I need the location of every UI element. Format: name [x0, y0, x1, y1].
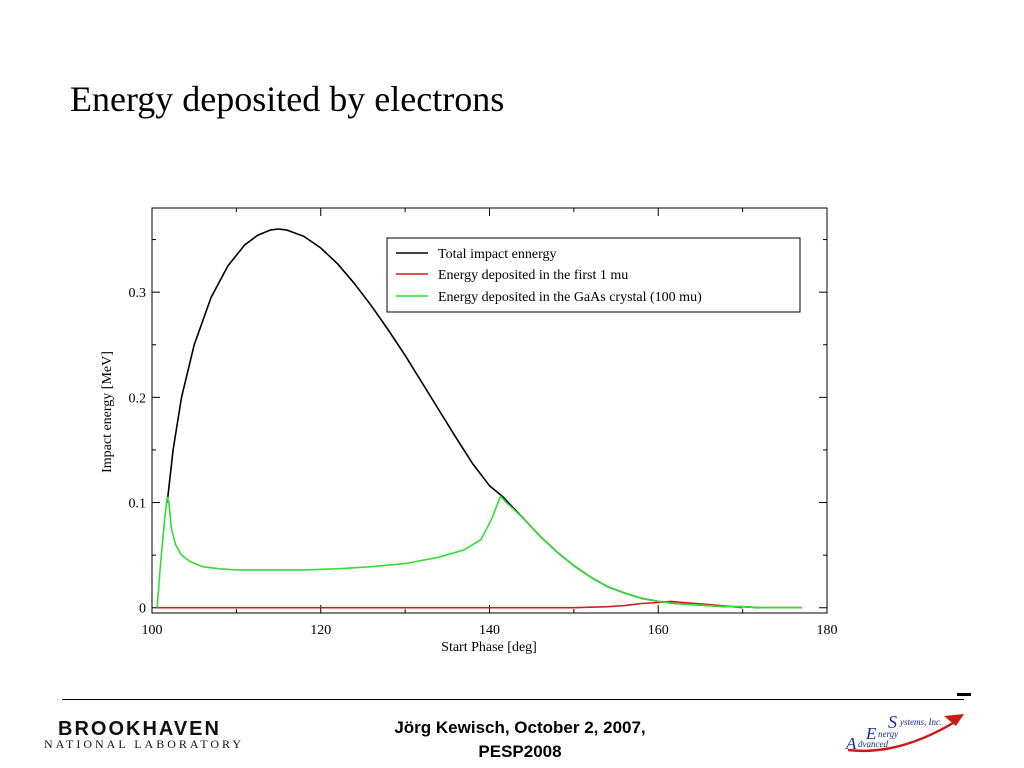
- y-axis-label: Impact energy [MeV]: [100, 351, 115, 473]
- brookhaven-logo: BROOKHAVEN NATIONAL LABORATORY: [44, 718, 274, 752]
- ticks: [151, 208, 828, 613]
- legend-box: [386, 237, 801, 313]
- legend-label-first: Energy deposited in the first 1 mu: [438, 268, 628, 283]
- aes-logo-a: A: [846, 734, 857, 753]
- series-first-1-mu: [156, 600, 743, 609]
- y-tick-label: 0.1: [129, 497, 147, 512]
- footer-line-1: Jörg Kewisch, October 2, 2007,: [394, 718, 646, 737]
- x-tick-label: 160: [648, 623, 669, 638]
- y-tick-label: 0: [139, 602, 146, 617]
- footer-divider: [62, 699, 964, 700]
- series-gaas-crystal: [156, 495, 802, 609]
- y-tick-label: 0.2: [129, 391, 147, 406]
- x-tick-label: 100: [142, 623, 163, 638]
- x-tick-label: 140: [479, 623, 500, 638]
- legend-label-total: Total impact ennergy: [438, 247, 557, 262]
- aes-logo-advanced: dvanced: [858, 739, 888, 749]
- footer-line-2: PESP2008: [478, 742, 562, 761]
- slide-title: Energy deposited by electrons: [70, 79, 505, 119]
- legend-label-gaas: Energy deposited in the GaAs crystal (10…: [438, 290, 702, 305]
- aes-logo: S ystems, Inc. E nergy A dvanced: [840, 710, 970, 758]
- brookhaven-logo-subtitle: NATIONAL LABORATORY: [44, 737, 245, 751]
- legend: Total impact ennergy Energy deposited in…: [386, 237, 801, 313]
- footer-text: Jörg Kewisch, October 2, 2007, PESP2008: [320, 716, 720, 764]
- aes-logo-s: S: [888, 712, 897, 732]
- aes-logo-swoosh: [847, 714, 964, 753]
- tick-labels: 100 120 140 160 180 0 0.1 0.2 0.3: [129, 286, 838, 638]
- footer-dash: [957, 693, 971, 696]
- series-lines: [156, 228, 802, 609]
- aes-logo-systems: ystems, Inc.: [900, 717, 943, 727]
- x-tick-label: 180: [817, 623, 838, 638]
- y-tick-label: 0.3: [129, 286, 147, 301]
- aes-logo-energy: nergy: [878, 729, 899, 739]
- brookhaven-logo-name: BROOKHAVEN: [58, 718, 221, 740]
- x-tick-label: 120: [310, 623, 331, 638]
- aes-logo-e: E: [866, 724, 877, 743]
- x-axis-label: Start Phase [deg]: [441, 640, 537, 655]
